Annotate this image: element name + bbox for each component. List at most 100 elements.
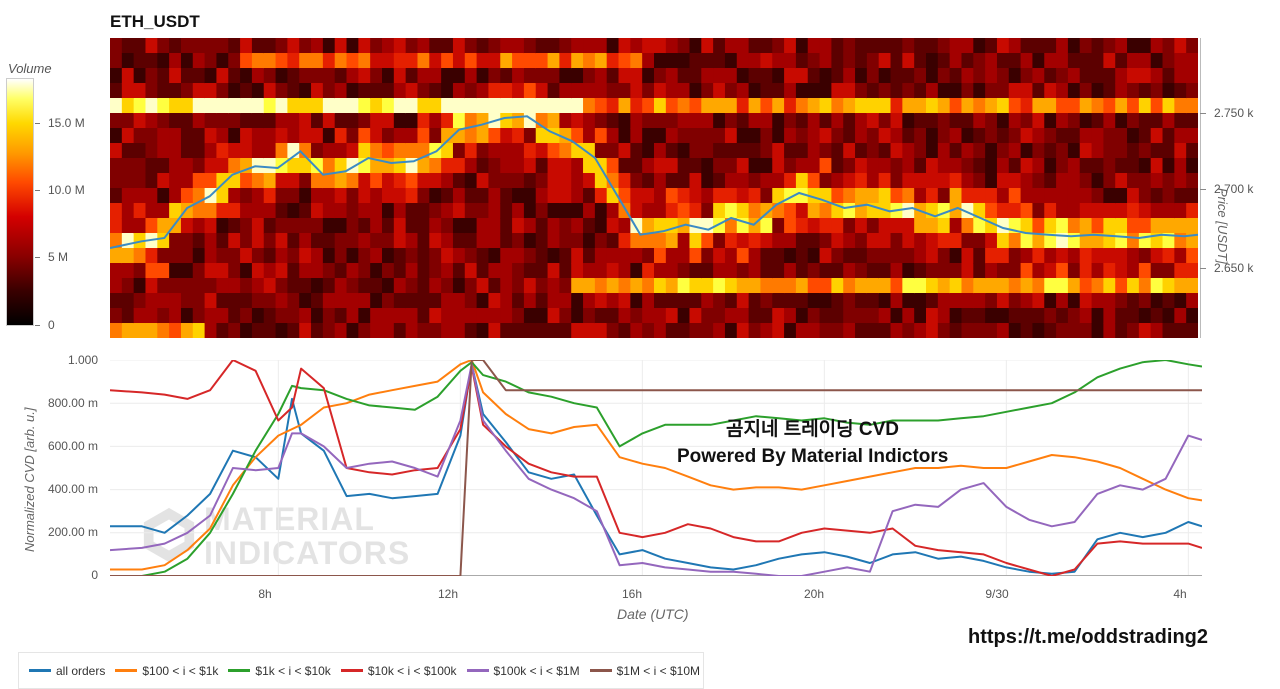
heatmap-cell <box>287 38 300 54</box>
heatmap-cell <box>429 248 442 264</box>
heatmap-cell <box>382 323 395 338</box>
heatmap-cell <box>370 263 383 279</box>
heatmap-cell <box>393 113 407 129</box>
heatmap-cell <box>500 248 513 264</box>
heatmap-cell <box>795 218 809 234</box>
heatmap-cell <box>665 143 679 159</box>
heatmap-cell <box>1115 233 1128 249</box>
heatmap-cell <box>724 278 738 294</box>
heatmap-cell <box>500 308 513 324</box>
heatmap-cell <box>760 128 773 144</box>
heatmap-cell <box>299 158 312 174</box>
heatmap-cell <box>594 203 608 219</box>
heatmap-cell <box>1103 278 1116 294</box>
heatmap-cell <box>665 188 679 204</box>
heatmap-cell <box>937 173 951 189</box>
heatmap-cell <box>334 278 348 294</box>
heatmap-cell <box>1091 233 1104 249</box>
heatmap-cell <box>736 158 750 174</box>
heatmap-cell <box>795 323 809 338</box>
heatmap-cell <box>452 248 466 264</box>
heatmap-cell <box>535 128 549 144</box>
heatmap-cell <box>1091 218 1104 234</box>
heatmap-cell <box>429 83 442 99</box>
heatmap-cell <box>405 188 419 204</box>
heatmap-cell <box>996 83 1010 99</box>
heatmap-cell <box>1103 323 1116 338</box>
heatmap-cell <box>1162 143 1175 159</box>
cvd-y-tick: 400.00 m <box>47 482 98 496</box>
cvd-y-tick: 1.000 <box>67 353 98 367</box>
volume-heatmap[interactable] <box>110 38 1198 338</box>
legend-item[interactable]: $1M < i < $10M <box>589 664 700 678</box>
heatmap-cell <box>110 38 123 54</box>
heatmap-cell <box>169 278 182 294</box>
heatmap-cell <box>1067 83 1081 99</box>
colorbar-tick: 5 M <box>48 250 69 264</box>
heatmap-cell <box>192 218 206 234</box>
cvd-plot[interactable] <box>109 359 1203 577</box>
heatmap-cell <box>1186 158 1198 174</box>
heatmap-cell <box>642 173 655 189</box>
heatmap-cell <box>535 83 549 99</box>
heatmap-cell <box>464 233 478 249</box>
cvd-y-axis-label: Normalized CVD [arb. u.] <box>22 407 37 553</box>
heatmap-cell <box>748 113 762 129</box>
heatmap-cell <box>594 278 608 294</box>
heatmap-cell <box>121 263 135 279</box>
price-tick: 2.650 k <box>1214 261 1254 275</box>
heatmap-cell <box>1138 68 1152 84</box>
heatmap-cell <box>973 248 986 264</box>
heatmap-cell <box>322 263 336 279</box>
legend-item[interactable]: all orders <box>29 664 105 678</box>
heatmap-cell <box>855 173 868 189</box>
heatmap-cell <box>429 278 442 294</box>
heatmap-cell <box>121 218 135 234</box>
heatmap-cell <box>618 143 631 159</box>
heatmap-cell <box>1150 128 1164 144</box>
heatmap-cell <box>169 68 182 84</box>
legend-item[interactable]: $100k < i < $1M <box>466 664 580 678</box>
x-tick: 4h <box>1173 587 1187 601</box>
heatmap-cell <box>358 53 371 69</box>
heatmap-cell <box>1056 248 1069 264</box>
heatmap-cell <box>583 38 596 54</box>
heatmap-cell <box>452 158 466 174</box>
heatmap-cell <box>169 173 182 189</box>
heatmap-cell <box>1079 113 1093 129</box>
heatmap-cell <box>1020 188 1034 204</box>
heatmap-cell <box>476 293 490 309</box>
heatmap-cell <box>393 188 407 204</box>
heatmap-cell <box>157 173 170 189</box>
heatmap-cell <box>1091 128 1104 144</box>
legend-item[interactable]: $100 < i < $1k <box>115 664 218 678</box>
heatmap-cell <box>914 53 927 69</box>
heatmap-cell <box>961 53 974 69</box>
legend-item[interactable]: $1k < i < $10k <box>228 664 331 678</box>
heatmap-cell <box>985 38 998 54</box>
heatmap-cell <box>985 158 998 174</box>
heatmap-cell <box>1079 218 1093 234</box>
heatmap-cell <box>311 173 324 189</box>
heatmap-cell <box>429 323 442 338</box>
heatmap-cell <box>961 293 974 309</box>
heatmap-cell <box>393 128 407 144</box>
heatmap-cell <box>784 113 797 129</box>
heatmap-cell <box>772 38 785 54</box>
heatmap-cell <box>807 113 821 129</box>
heatmap-cell <box>630 113 643 129</box>
heatmap-cell <box>807 188 821 204</box>
heatmap-cell <box>583 278 596 294</box>
legend-item[interactable]: $10k < i < $100k <box>340 664 457 678</box>
heatmap-cell <box>346 293 359 309</box>
heatmap-cell <box>772 113 785 129</box>
heatmap-cell <box>784 98 797 114</box>
heatmap-cell <box>665 173 679 189</box>
heatmap-cell <box>1032 308 1045 324</box>
heatmap-cell <box>417 278 430 294</box>
heatmap-cell <box>571 83 584 99</box>
heatmap-cell <box>263 128 277 144</box>
heatmap-cell <box>393 293 407 309</box>
heatmap-cell <box>1067 143 1081 159</box>
telegram-link[interactable]: https://t.me/oddstrading2 <box>968 626 1208 648</box>
